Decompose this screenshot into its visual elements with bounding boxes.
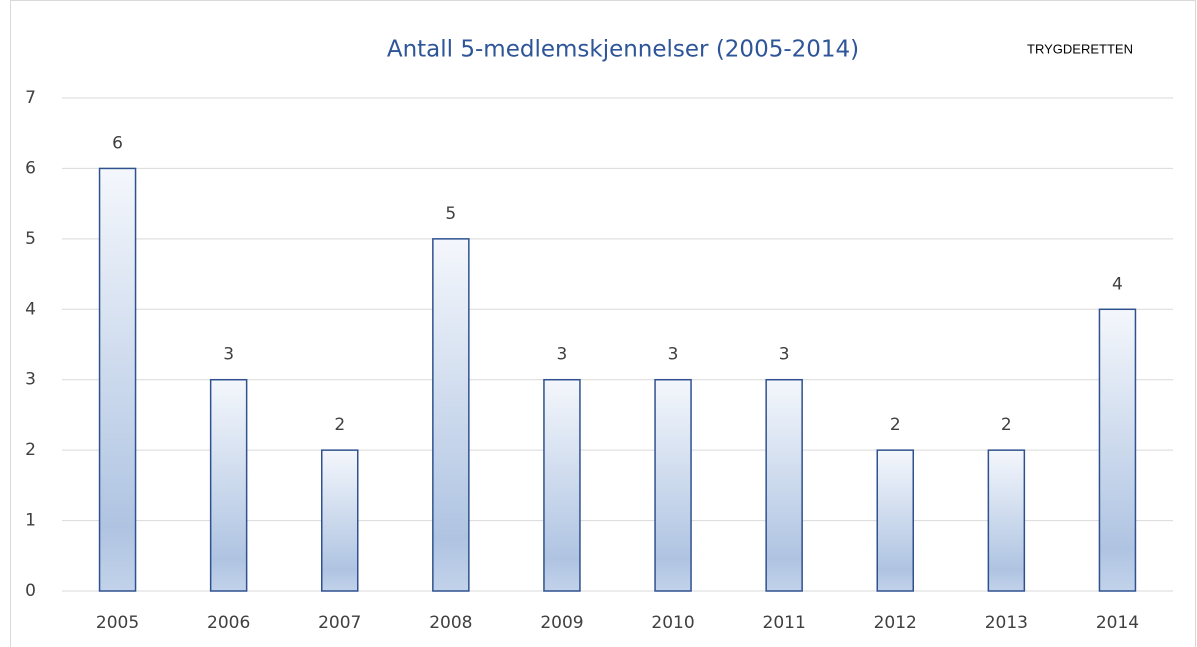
bar — [654, 378, 692, 592]
x-tick-label: 2007 — [318, 613, 361, 633]
x-tick-label: 2011 — [763, 613, 806, 633]
data-label: 3 — [223, 345, 234, 365]
y-tick-label: 7 — [25, 88, 36, 108]
bar — [432, 238, 470, 592]
x-tick-label: 2008 — [429, 613, 472, 633]
x-tick-label: 2006 — [207, 613, 250, 633]
data-label: 4 — [1112, 274, 1123, 294]
data-label: 2 — [334, 415, 345, 435]
y-tick-label: 2 — [25, 440, 36, 460]
x-tick-label: 2012 — [874, 613, 917, 633]
data-label: 6 — [112, 133, 123, 153]
x-tick-label: 2005 — [96, 613, 139, 633]
x-tick-label: 2010 — [651, 613, 694, 633]
chart-border — [10, 0, 1196, 647]
x-tick-label: 2013 — [985, 613, 1028, 633]
y-tick-label: 1 — [25, 511, 36, 531]
bar — [98, 167, 137, 592]
y-tick-label: 0 — [25, 581, 36, 601]
data-label: 2 — [890, 415, 901, 435]
bar — [987, 449, 1026, 592]
bar — [1098, 308, 1137, 592]
chart-title: Antall 5-medlemskjennelser (2005-2014) — [387, 37, 859, 63]
data-label: 2 — [1001, 415, 1012, 435]
x-tick-label: 2009 — [540, 613, 583, 633]
x-tick-label: 2014 — [1096, 613, 1139, 633]
data-label: 3 — [779, 345, 790, 365]
bar — [765, 378, 803, 592]
y-tick-label: 4 — [25, 299, 36, 319]
bar — [543, 378, 581, 592]
y-tick-label: 5 — [25, 229, 36, 249]
y-tick-label: 3 — [25, 370, 36, 390]
annotation: TRYGDERETTEN — [1027, 41, 1133, 56]
data-label: 3 — [668, 345, 679, 365]
data-label: 5 — [445, 204, 456, 224]
bar — [321, 449, 359, 592]
data-label: 3 — [557, 345, 568, 365]
y-tick-label: 6 — [25, 158, 36, 178]
bar — [876, 449, 914, 592]
bar — [209, 378, 248, 592]
